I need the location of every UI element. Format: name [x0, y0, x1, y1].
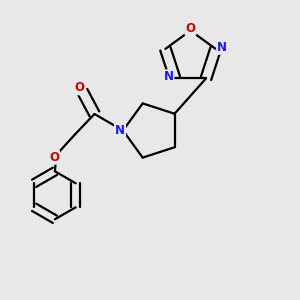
Text: N: N: [164, 70, 173, 83]
Text: O: O: [49, 151, 59, 164]
Text: O: O: [74, 81, 84, 94]
Text: N: N: [115, 124, 125, 137]
Text: N: N: [217, 41, 227, 54]
Text: O: O: [185, 22, 196, 35]
